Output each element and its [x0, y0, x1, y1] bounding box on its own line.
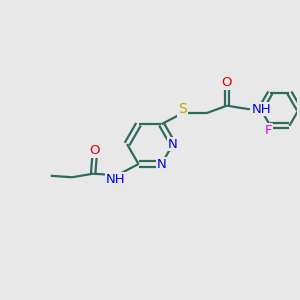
- Text: F: F: [265, 124, 273, 137]
- Text: O: O: [222, 76, 232, 89]
- Text: S: S: [178, 102, 187, 116]
- Text: N: N: [157, 158, 166, 170]
- Text: O: O: [89, 144, 100, 157]
- Text: N: N: [168, 138, 178, 151]
- Text: NH: NH: [251, 103, 271, 116]
- Text: NH: NH: [106, 172, 126, 185]
